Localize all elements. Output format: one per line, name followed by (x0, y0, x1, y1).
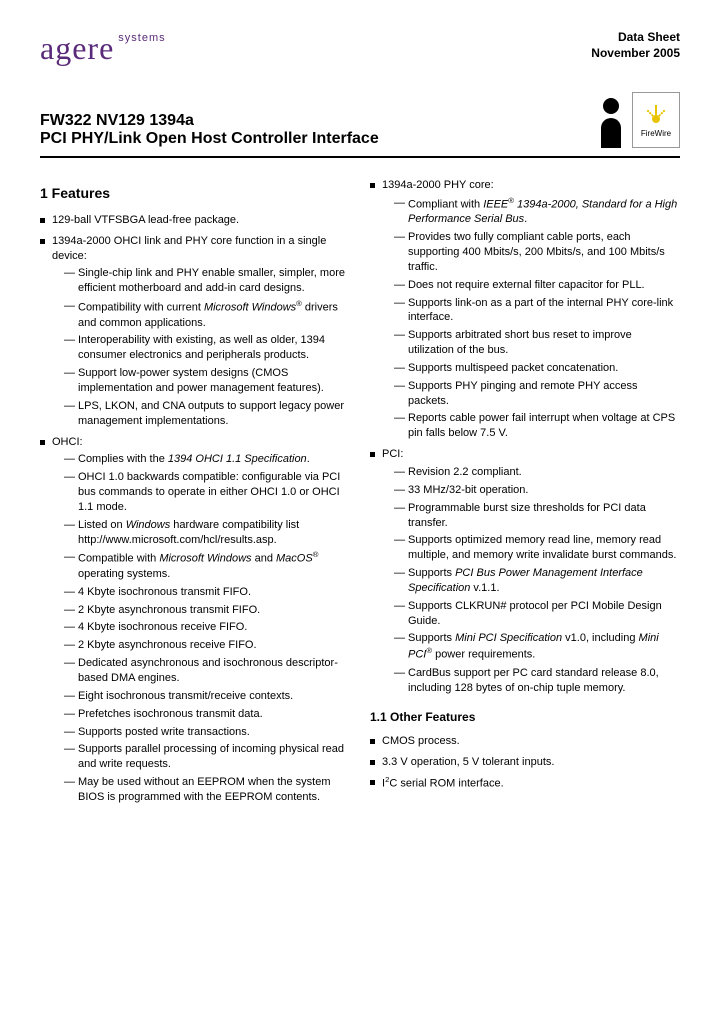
feature-item: CMOS process. (370, 734, 680, 749)
sub-item: Does not require external filter capacit… (394, 278, 680, 293)
product-code: FW322 NV129 1394a (40, 112, 379, 130)
feature-item: 3.3 V operation, 5 V tolerant inputs. (370, 755, 680, 770)
feature-text: 1394a-2000 PHY core: (382, 179, 494, 191)
title-row: FW322 NV129 1394a PCI PHY/Link Open Host… (40, 92, 680, 158)
sub-item: 4 Kbyte isochronous receive FIFO. (64, 620, 350, 635)
feature-text: 1394a-2000 OHCI link and PHY core functi… (52, 235, 326, 262)
firewire-badge: FireWire (632, 92, 680, 148)
header-meta: Data Sheet November 2005 (591, 30, 680, 61)
sub-item: Complies with the 1394 OHCI 1.1 Specific… (64, 452, 350, 467)
sub-item: Supports posted write transactions. (64, 725, 350, 740)
sub-item: Provides two fully compliant cable ports… (394, 230, 680, 275)
content-columns: 1 Features 129-ball VTFSBGA lead-free pa… (40, 178, 680, 811)
column-left: 1 Features 129-ball VTFSBGA lead-free pa… (40, 178, 350, 811)
sub-item: Supports arbitrated short bus reset to i… (394, 328, 680, 358)
sub-item: LPS, LKON, and CNA outputs to support le… (64, 399, 350, 429)
features-heading: 1 Features (40, 184, 350, 203)
feature-item: 1394a-2000 PHY core: Compliant with IEEE… (370, 178, 680, 441)
sub-item: Revision 2.2 compliant. (394, 465, 680, 480)
sub-item: Reports cable power fail interrupt when … (394, 411, 680, 441)
sub-item: OHCI 1.0 backwards compatible: configura… (64, 470, 350, 515)
sub-list: Compliant with IEEE® 1394a-2000, Standar… (382, 196, 680, 441)
feature-item: PCI: Revision 2.2 compliant. 33 MHz/32-b… (370, 447, 680, 695)
other-features-heading: 1.1 Other Features (370, 709, 680, 725)
doc-type-label: Data Sheet (591, 30, 680, 46)
sub-item: Single-chip link and PHY enable smaller,… (64, 266, 350, 296)
sub-item: Compatibility with current Microsoft Win… (64, 299, 350, 330)
other-features-list: CMOS process. 3.3 V operation, 5 V toler… (370, 734, 680, 792)
product-subtitle: PCI PHY/Link Open Host Controller Interf… (40, 130, 379, 148)
feature-item: 1394a-2000 OHCI link and PHY core functi… (40, 234, 350, 429)
firewire-label: FireWire (641, 129, 671, 138)
features-list-right: 1394a-2000 PHY core: Compliant with IEEE… (370, 178, 680, 695)
sub-list: Single-chip link and PHY enable smaller,… (52, 266, 350, 428)
feature-text: OHCI: (52, 436, 83, 448)
features-list-left: 129-ball VTFSBGA lead-free package. 1394… (40, 213, 350, 805)
sub-item: Prefetches isochronous transmit data. (64, 707, 350, 722)
badge-group: FireWire (596, 92, 680, 148)
sub-item: Compliant with IEEE® 1394a-2000, Standar… (394, 196, 680, 227)
sub-item: Supports Mini PCI Specification v1.0, in… (394, 631, 680, 662)
logo-main-text: agere (40, 30, 114, 67)
feature-text: PCI: (382, 448, 403, 460)
feature-item: OHCI: Complies with the 1394 OHCI 1.1 Sp… (40, 435, 350, 805)
sub-item: May be used without an EEPROM when the s… (64, 775, 350, 805)
sub-item: Eight isochronous transmit/receive conte… (64, 689, 350, 704)
sub-item: Support low-power system designs (CMOS i… (64, 366, 350, 396)
logo-sub-text: systems (118, 32, 165, 44)
sub-item: Dedicated asynchronous and isochronous d… (64, 656, 350, 686)
title-block: FW322 NV129 1394a PCI PHY/Link Open Host… (40, 112, 379, 148)
info-icon (596, 98, 626, 148)
sub-item: 4 Kbyte isochronous transmit FIFO. (64, 585, 350, 600)
sub-item: Supports PCI Bus Power Management Interf… (394, 566, 680, 596)
sub-item: Supports PHY pinging and remote PHY acce… (394, 379, 680, 409)
sub-item: 2 Kbyte asynchronous receive FIFO. (64, 638, 350, 653)
sub-item: Interoperability with existing, as well … (64, 333, 350, 363)
sub-item: Supports CLKRUN# protocol per PCI Mobile… (394, 599, 680, 629)
sub-item: Supports multispeed packet concatenation… (394, 361, 680, 376)
sub-item: Supports parallel processing of incoming… (64, 742, 350, 772)
sub-item: Listed on Windows hardware compatibility… (64, 518, 350, 548)
sub-item: Programmable burst size thresholds for P… (394, 501, 680, 531)
sub-item: CardBus support per PC card standard rel… (394, 666, 680, 696)
sub-item: 33 MHz/32-bit operation. (394, 483, 680, 498)
sub-list: Revision 2.2 compliant. 33 MHz/32-bit op… (382, 465, 680, 695)
sub-item: Compatible with Microsoft Windows and Ma… (64, 550, 350, 581)
feature-item: 129-ball VTFSBGA lead-free package. (40, 213, 350, 228)
company-logo: agere systems (40, 30, 166, 67)
column-right: 1394a-2000 PHY core: Compliant with IEEE… (370, 178, 680, 811)
firewire-icon (644, 103, 668, 127)
doc-date-label: November 2005 (591, 46, 680, 62)
page-header: agere systems Data Sheet November 2005 (40, 30, 680, 67)
feature-item: I2C serial ROM interface. (370, 775, 680, 792)
sub-list: Complies with the 1394 OHCI 1.1 Specific… (52, 452, 350, 804)
sub-item: 2 Kbyte asynchronous transmit FIFO. (64, 603, 350, 618)
sub-item: Supports optimized memory read line, mem… (394, 533, 680, 563)
sub-item: Supports link-on as a part of the intern… (394, 296, 680, 326)
